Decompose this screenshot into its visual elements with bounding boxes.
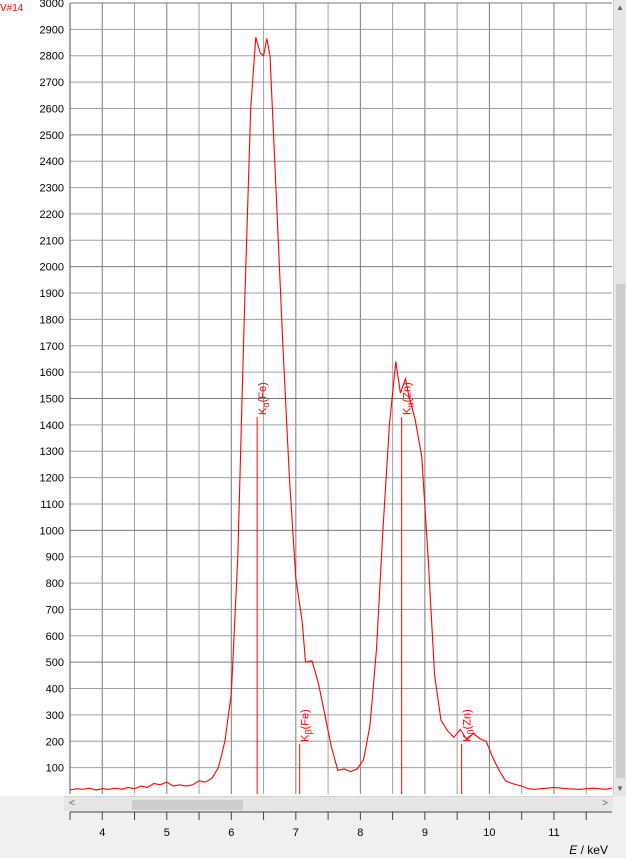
scroll-right-icon[interactable]: > (602, 798, 608, 809)
y-tick-label: 800 (46, 578, 64, 590)
x-tick-label: 5 (164, 827, 170, 839)
y-tick-label: 500 (46, 657, 64, 669)
y-tick-label: 400 (46, 684, 64, 696)
y-tick-label: 200 (46, 736, 64, 748)
scroll-left-icon[interactable]: < (69, 798, 75, 809)
x-tick-label: 4 (99, 827, 105, 839)
y-tick-label: 2400 (40, 156, 64, 168)
y-tick-label: 1200 (40, 473, 64, 485)
horizontal-scroll-thumb[interactable] (132, 800, 243, 810)
x-tick-label: 10 (483, 827, 495, 839)
y-tick-label: 2500 (40, 130, 64, 142)
vertical-scrollbar[interactable]: ▲ ▼ (613, 0, 626, 796)
series-tag: V#14 (0, 3, 24, 14)
y-tick-label: 1300 (40, 446, 64, 458)
y-tick-label: 2900 (40, 24, 64, 36)
peak-label: Kβ(Zn) (462, 709, 476, 742)
peak-label: Kα(Zn) (402, 382, 416, 415)
plot-area: 100 200 300 400 500 600 700 800 900 1000 1100 1200 1… (0, 0, 614, 839)
x-tick-label: 6 (228, 827, 234, 839)
x-tick-label: 11 (548, 827, 559, 839)
y-tick-label: 2700 (40, 77, 64, 89)
y-tick-label: 3000 (40, 0, 64, 10)
y-tick-label: 1400 (40, 420, 64, 432)
scroll-down-icon[interactable]: ▼ (616, 784, 624, 793)
y-tick-label: 2800 (40, 51, 64, 63)
y-tick-label: 1700 (40, 341, 64, 353)
y-tick-label: 300 (46, 710, 64, 722)
y-tick-label: 1900 (40, 288, 64, 300)
y-tick-label: 2300 (40, 183, 64, 195)
x-axis-label: E / keV (569, 843, 608, 857)
y-tick-label: 2200 (40, 209, 64, 221)
x-tick-label: 7 (293, 827, 299, 839)
x-axis-symbol: E (569, 843, 578, 857)
y-tick-label: 1000 (40, 525, 64, 537)
x-axis-unit: / keV (580, 843, 608, 857)
vertical-scroll-thumb[interactable] (616, 284, 625, 778)
y-tick-label: 900 (46, 552, 64, 564)
peak-label: Kβ(Fe) (300, 709, 314, 742)
x-tick-label: 9 (422, 827, 428, 839)
y-tick-label: 2600 (40, 103, 64, 115)
x-tick-label: 8 (357, 827, 363, 839)
y-tick-label: 1100 (40, 499, 64, 511)
spectrum-series-line (69, 37, 613, 791)
y-tick-label: 600 (46, 631, 64, 643)
y-tick-label: 2000 (40, 262, 64, 274)
y-tick-label: 1600 (40, 367, 64, 379)
y-tick-label: 1800 (40, 314, 64, 326)
y-tick-label: 2100 (40, 235, 64, 247)
y-tick-label: 100 (46, 763, 64, 775)
horizontal-scrollbar[interactable]: < > (64, 796, 613, 811)
peak-label: Kα(Fe) (257, 382, 271, 415)
scroll-up-icon[interactable]: ▲ (616, 3, 624, 12)
y-tick-label: 1500 (40, 394, 64, 406)
y-tick-label: 700 (46, 604, 64, 616)
